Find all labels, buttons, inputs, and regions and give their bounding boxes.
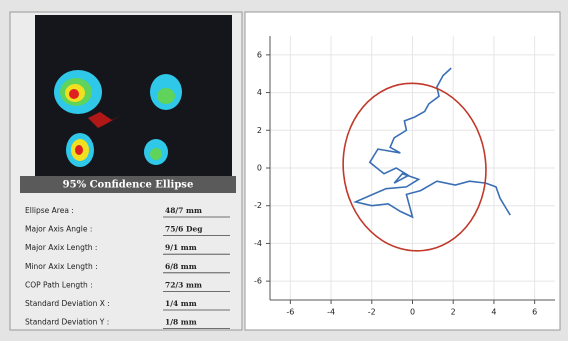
- blob: [150, 148, 162, 160]
- y-tick-label: -2: [254, 201, 262, 210]
- blob: [69, 89, 79, 99]
- panel-title: 95% Confidence Ellipse: [63, 180, 194, 191]
- x-tick-label: -2: [368, 308, 376, 317]
- app-window: 95% Confidence Ellipse Ellipse Area : 48/…: [0, 0, 568, 341]
- row-value: 1/4 mm: [165, 299, 197, 308]
- row-label: Major Axis Angle :: [25, 225, 92, 234]
- row-value: 72/3 mm: [165, 280, 202, 289]
- x-tick-label: 0: [410, 308, 415, 317]
- row-label: Ellipse Area :: [25, 206, 74, 215]
- row-value: 6/8 mm: [165, 262, 197, 271]
- y-tick-label: 6: [257, 50, 262, 59]
- y-tick-label: -4: [254, 239, 262, 248]
- x-tick-label: 2: [451, 308, 456, 317]
- row-label: COP Path Length :: [25, 280, 93, 289]
- row-value: 1/8 mm: [165, 318, 197, 327]
- row-label: Standard Deviation X :: [25, 299, 110, 308]
- y-tick-label: -6: [254, 277, 262, 286]
- y-tick-label: 4: [257, 88, 262, 97]
- x-tick-label: 6: [532, 308, 537, 317]
- row-value: 75/6 Deg: [165, 225, 203, 234]
- x-tick-label: -6: [286, 308, 294, 317]
- blob: [75, 145, 83, 155]
- row-label: Major Axix Length :: [25, 243, 97, 252]
- row-label: Standard Deviation Y :: [25, 318, 109, 327]
- x-tick-label: 4: [491, 308, 496, 317]
- row-value: 48/7 mm: [165, 206, 202, 215]
- row-label: Minor Axix Length :: [25, 262, 98, 271]
- y-tick-label: 0: [257, 164, 262, 173]
- blob: [157, 88, 175, 104]
- y-tick-label: 2: [257, 126, 262, 135]
- row-value: 9/1 mm: [165, 243, 197, 252]
- x-tick-label: -4: [327, 308, 335, 317]
